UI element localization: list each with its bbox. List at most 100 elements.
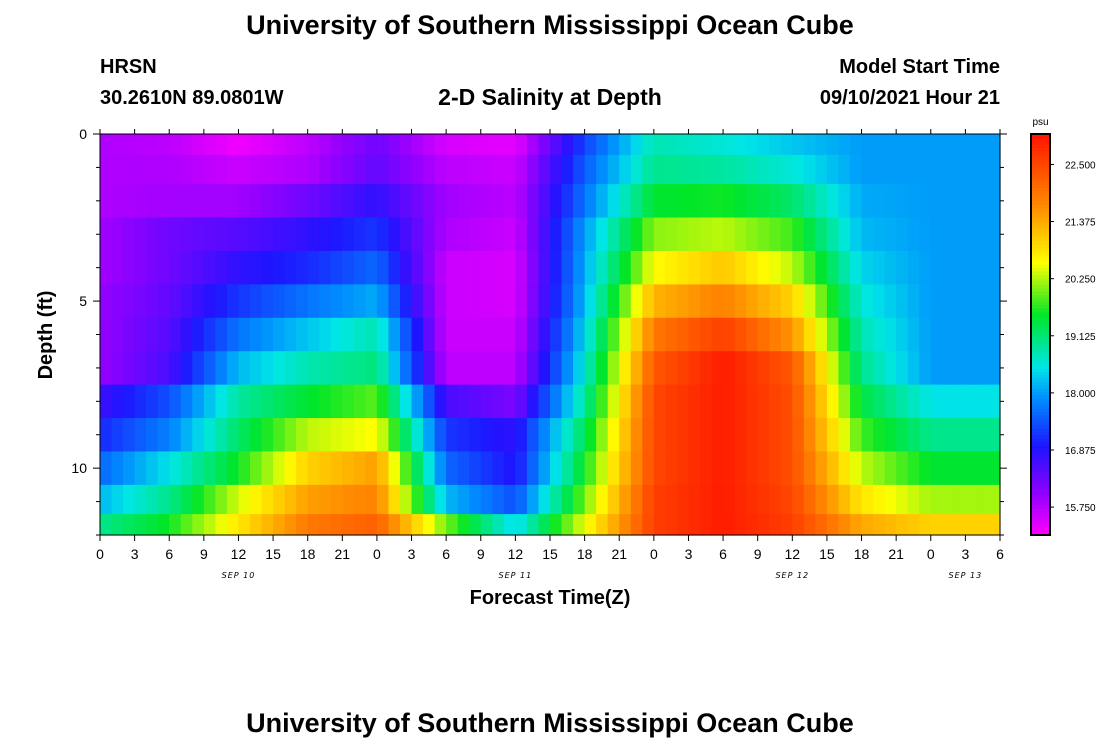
heatmap-cell xyxy=(953,384,966,419)
heatmap-cell xyxy=(665,451,678,486)
heatmap-cell xyxy=(400,284,413,319)
heatmap-cell xyxy=(457,384,470,419)
heatmap-cell xyxy=(780,284,793,319)
heatmap-cell xyxy=(942,484,955,515)
heatmap-cell xyxy=(296,384,309,419)
heatmap-cell xyxy=(284,351,297,386)
heatmap-cell xyxy=(134,250,147,285)
colorbar-segment xyxy=(1031,471,1050,476)
heatmap-cell xyxy=(573,154,586,185)
x-tick-label: 21 xyxy=(888,546,904,562)
heatmap-cell xyxy=(711,317,724,352)
heatmap-cell xyxy=(515,484,528,515)
heatmap-cell xyxy=(896,154,909,185)
heatmap-cell xyxy=(792,250,805,285)
heatmap-cell xyxy=(803,384,816,419)
heatmap-cell xyxy=(411,284,424,319)
heatmap-cell xyxy=(457,217,470,252)
heatmap-cell xyxy=(550,134,563,156)
colorbar-segment xyxy=(1031,387,1050,392)
colorbar-segment xyxy=(1031,337,1050,342)
heatmap-cell xyxy=(965,384,978,419)
colorbar-segment xyxy=(1031,301,1050,306)
heatmap-cell xyxy=(976,217,990,252)
heatmap-cell xyxy=(757,418,770,453)
heatmap-cell xyxy=(711,217,724,252)
heatmap-cell xyxy=(238,250,251,285)
heatmap-cell xyxy=(596,451,609,486)
heatmap-cell xyxy=(757,514,770,536)
heatmap-cell xyxy=(192,514,205,536)
heatmap-cell xyxy=(596,184,609,219)
heatmap-cell xyxy=(365,351,378,386)
heatmap-cell xyxy=(100,384,113,419)
heatmap-cell xyxy=(573,351,586,386)
colorbar-segment xyxy=(1031,291,1050,295)
colorbar-segment xyxy=(1031,401,1050,406)
heatmap-cell xyxy=(965,284,978,319)
heatmap-cell xyxy=(146,250,159,285)
heatmap-cell xyxy=(169,217,182,252)
heatmap-cell xyxy=(492,154,505,185)
heatmap-cell xyxy=(157,384,170,419)
heatmap-cell xyxy=(873,184,886,219)
heatmap-cell xyxy=(284,317,297,352)
heatmap-cell xyxy=(492,217,505,252)
heatmap-cell xyxy=(596,250,609,285)
heatmap-cell xyxy=(146,351,159,386)
heatmap-cell xyxy=(238,514,251,536)
colorbar-segment xyxy=(1031,384,1050,389)
heatmap-cell xyxy=(353,154,366,185)
heatmap-cell xyxy=(434,351,447,386)
heatmap-cell xyxy=(676,134,690,156)
heatmap-cell xyxy=(792,514,805,536)
heatmap-cell xyxy=(169,418,182,453)
heatmap-cell xyxy=(746,384,759,419)
heatmap-cell xyxy=(607,514,620,536)
heatmap-cell xyxy=(284,184,297,219)
chart-subtitle: 2-D Salinity at Depth xyxy=(438,84,662,110)
heatmap-cell xyxy=(515,184,528,219)
colorbar-segment xyxy=(1031,217,1050,222)
heatmap-cell xyxy=(365,418,378,453)
heatmap-cell xyxy=(180,384,193,419)
heatmap-cell xyxy=(723,484,736,515)
heatmap-cell xyxy=(573,217,586,252)
heatmap-cell xyxy=(203,284,216,319)
heatmap-cell xyxy=(400,250,413,285)
colorbar-segment xyxy=(1031,331,1050,336)
colorbar-segment xyxy=(1031,317,1050,322)
heatmap-cell xyxy=(873,154,886,185)
heatmap-cell xyxy=(723,154,736,185)
heatmap-cell xyxy=(642,351,655,386)
colorbar-tick-label: 16.875 xyxy=(1065,446,1096,457)
heatmap-cell xyxy=(630,451,643,486)
heatmap-cell xyxy=(100,284,113,319)
heatmap-cell xyxy=(734,317,747,352)
heatmap-cell xyxy=(873,384,886,419)
heatmap-cell xyxy=(734,134,747,156)
heatmap-cell xyxy=(607,484,620,515)
heatmap-cell xyxy=(884,317,897,352)
heatmap-cell xyxy=(503,384,516,419)
heatmap-cell xyxy=(665,514,678,536)
heatmap-cell xyxy=(630,250,643,285)
heatmap-cell xyxy=(573,418,586,453)
heatmap-cell xyxy=(515,418,528,453)
x-day-label: SEP 12 xyxy=(775,571,809,580)
heatmap-cell xyxy=(342,451,355,486)
heatmap-cell xyxy=(157,284,170,319)
heatmap-cell xyxy=(861,250,874,285)
y-tick-label: 5 xyxy=(79,293,87,309)
heatmap-cell xyxy=(146,284,159,319)
heatmap-cell xyxy=(792,317,805,352)
heatmap-cell xyxy=(861,184,874,219)
heatmap-cell xyxy=(838,418,851,453)
heatmap-cell xyxy=(688,134,701,156)
heatmap-cell xyxy=(907,250,920,285)
heatmap-cell xyxy=(815,317,828,352)
heatmap-cell xyxy=(896,217,909,252)
colorbar-segment xyxy=(1031,404,1050,409)
colorbar-segment xyxy=(1031,354,1050,359)
heatmap-cell xyxy=(607,284,620,319)
